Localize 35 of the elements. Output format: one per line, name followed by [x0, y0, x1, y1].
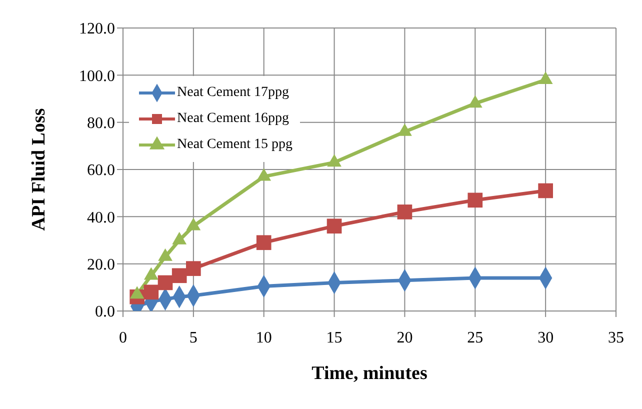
point	[256, 235, 272, 250]
legend-label: Neat Cement 15 ppg	[177, 137, 292, 153]
point	[327, 154, 342, 167]
y-tick-label: 100.0	[79, 68, 115, 85]
x-tick-label: 30	[538, 329, 554, 346]
y-tick-label: 40.0	[87, 209, 115, 226]
point	[256, 168, 272, 181]
x-tick-label: 10	[256, 329, 272, 346]
y-tick-label: 120.0	[79, 20, 115, 38]
x-tick-label: 5	[189, 329, 198, 346]
point	[186, 218, 201, 230]
point	[538, 72, 553, 84]
x-tick-label: 15	[326, 329, 342, 346]
x-tick-label: 25	[467, 329, 484, 346]
x-tick-label: 20	[396, 329, 413, 346]
legend-label: Neat Cement 17ppg	[177, 85, 289, 101]
point	[468, 192, 483, 208]
point	[398, 123, 412, 136]
x-tick-label: 0	[119, 329, 127, 346]
x-tick-label: 35	[608, 329, 624, 346]
point	[326, 218, 342, 234]
y-tick-label: 0.0	[95, 304, 115, 321]
point	[172, 268, 187, 284]
point	[186, 261, 201, 276]
point	[158, 275, 173, 290]
y-tick-label: 20.0	[87, 256, 115, 274]
point	[468, 95, 482, 108]
point	[144, 284, 159, 300]
point	[538, 183, 553, 198]
y-tick-label: 60.0	[87, 162, 115, 180]
y-tick-label: 80.0	[87, 115, 115, 132]
legend-label: Neat Cement 16ppg	[177, 111, 289, 127]
point	[397, 204, 412, 220]
x-axis-title: Time, minutes	[312, 363, 428, 384]
y-axis-title: API Fluid Loss	[28, 108, 50, 231]
